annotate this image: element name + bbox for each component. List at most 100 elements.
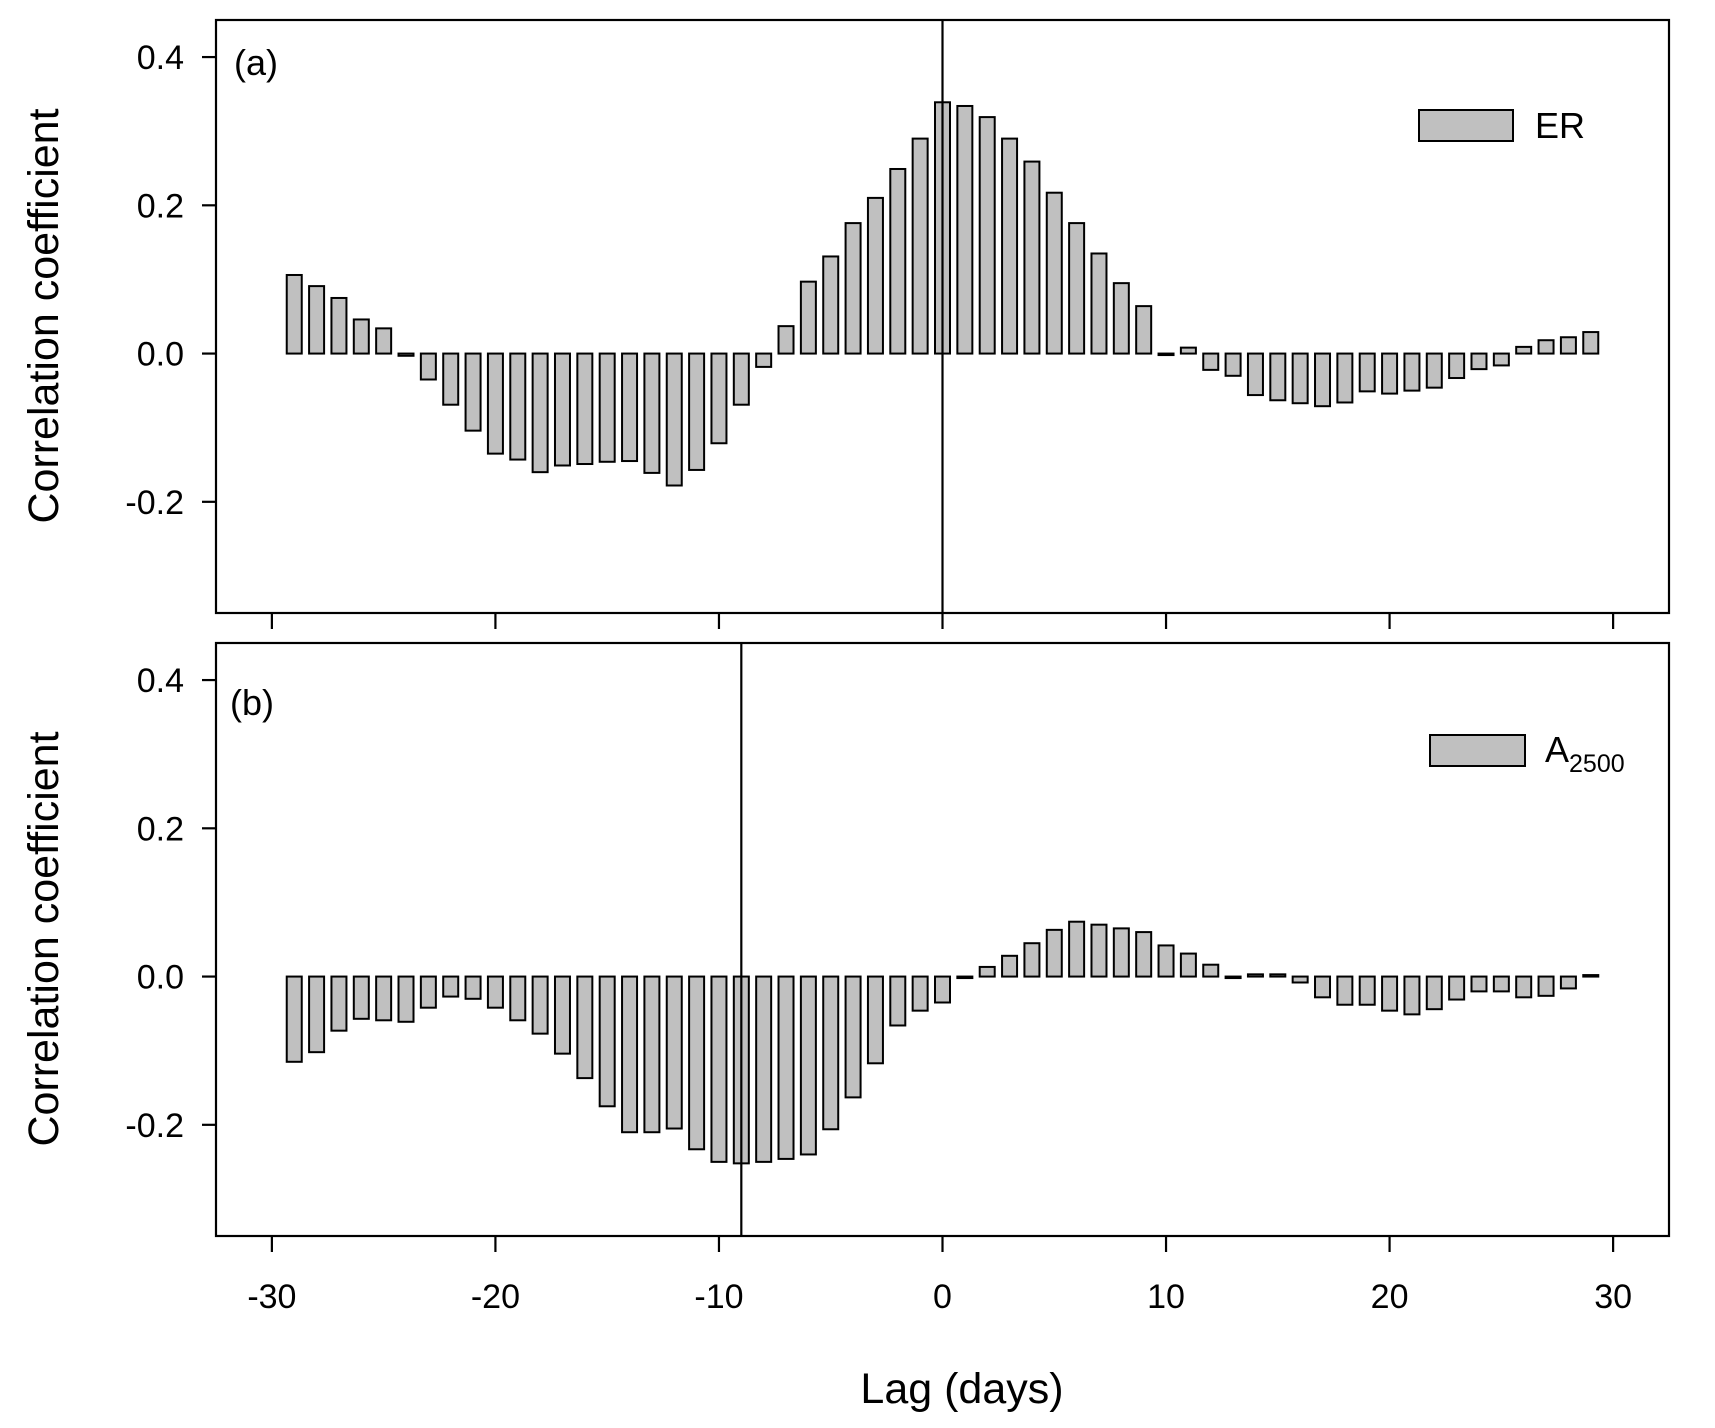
bar-lag--13 [643,975,661,1134]
legend-a: ER [1418,105,1585,146]
bar-lag-6 [1068,222,1086,355]
bar-lag--15 [598,352,616,463]
bar-lag-1 [956,975,974,980]
bar-lag-9 [1135,305,1153,355]
bar-lag-25 [1492,975,1510,993]
bar-lag-28 [1559,336,1577,355]
bar-lag-14 [1246,352,1264,397]
legend-swatch-er [1418,109,1514,142]
bar-lag-29 [1582,974,1600,978]
bar-lag-14 [1246,973,1264,978]
bar-lag--6 [799,975,817,1156]
bar-lag-27 [1537,975,1555,997]
bar-lag--2 [889,975,907,1027]
bar-lag-24 [1470,352,1488,371]
bar-lag-20 [1381,352,1399,395]
bar-lag-12 [1202,352,1220,371]
bar-lag--8 [755,352,773,368]
bar-lag-25 [1492,352,1510,367]
bar-lag--16 [576,352,594,466]
y-tick-label-b-0: 0.4 [137,662,184,700]
bar-lag--3 [866,196,884,355]
legend-swatch-a2500 [1429,734,1526,767]
bar-lag-15 [1269,973,1287,978]
bar-lag--16 [576,975,594,1080]
bar-lag--3 [866,975,884,1065]
bar-lag-3 [1001,137,1019,355]
panel-b: 0.4 0.2 0.0 -0.2 (b) A2500 Correlation coef… [20,641,1671,1238]
bar-lag--24 [397,975,415,1023]
bar-lag-20 [1381,975,1399,1012]
bar-lag--20 [486,352,504,455]
bar-lag-17 [1314,352,1332,408]
bar-group-b [285,920,1600,1165]
y-tick-label-a-1: 0.2 [137,187,184,225]
bar-lag--12 [665,975,683,1130]
bar-lag-2 [978,965,996,978]
bar-lag-23 [1448,975,1466,1001]
bar-lag-16 [1291,352,1309,405]
y-tick-label-a-0: 0.4 [137,39,184,77]
bar-lag--19 [509,975,527,1022]
y-tick-label-a-3: -0.2 [125,484,184,522]
bar-lag--27 [330,975,348,1032]
legend-label-er: ER [1535,105,1585,146]
bar-lag--27 [330,296,348,355]
bar-lag--10 [710,975,728,1163]
panel-label-a: (a) [234,42,278,83]
bar-lag--17 [553,975,571,1055]
bar-lag--19 [509,352,527,461]
bar-lag--24 [397,352,415,357]
bar-lag-5 [1045,928,1063,978]
bar-lag--23 [419,352,437,381]
bar-lag--22 [442,352,460,406]
y-axis-a: 0.4 0.2 0.0 -0.2 [125,39,216,522]
bar-lag--7 [777,975,795,1160]
bar-lag-21 [1403,975,1421,1016]
bar-lag--2 [889,167,907,355]
bar-lag-5 [1045,191,1063,355]
bar-lag--18 [531,975,549,1035]
legend-label-a2500-main: A [1545,729,1569,770]
bar-lag--7 [777,325,795,355]
bar-lag-4 [1023,160,1041,355]
bar-lag-12 [1202,963,1220,978]
y-tick-label-b-3: -0.2 [125,1107,184,1145]
bar-lag--14 [621,975,639,1134]
bar-lag--13 [643,352,661,474]
bar-lag--29 [285,975,303,1063]
bar-lag-8 [1112,927,1130,978]
y-axis-b: 0.4 0.2 0.0 -0.2 [125,662,216,1145]
bar-lag--11 [688,975,706,1151]
bar-lag-18 [1336,975,1354,1006]
bar-lag--21 [464,975,482,1000]
bar-lag--20 [486,975,504,1009]
bar-lag-16 [1291,975,1309,984]
y-axis-title-b: Correlation coefficient [20,731,68,1146]
bar-lag-1 [956,104,974,355]
bar-lag-13 [1224,352,1242,377]
plot-frame-b [214,641,1671,1238]
bar-lag-21 [1403,352,1421,392]
panel-label-b: (b) [230,682,274,723]
bar-lag-23 [1448,352,1466,380]
y-tick-label-b-1: 0.2 [137,810,184,848]
bar-lag-8 [1112,282,1130,355]
bar-lag--12 [665,352,683,487]
bar-lag--28 [308,285,326,355]
bar-lag--6 [799,280,817,355]
bar-lag--1 [911,975,929,1012]
x-tick-label-1: -20 [471,1278,520,1316]
bar-lag--1 [911,137,929,355]
bar-lag-26 [1515,345,1533,355]
bar-lag--5 [822,255,840,355]
bar-lag--18 [531,352,549,474]
bar-lag--15 [598,975,616,1108]
panel-a: 0.4 0.2 0.0 -0.2 (a) ER Correlation coeffic… [20,18,1671,615]
x-tick-label-5: 20 [1371,1278,1409,1316]
x-axis-title: Lag (days) [860,1365,1063,1413]
bar-lag--26 [352,318,370,355]
bar-lag-15 [1269,352,1287,402]
bar-group-a [285,101,1600,487]
